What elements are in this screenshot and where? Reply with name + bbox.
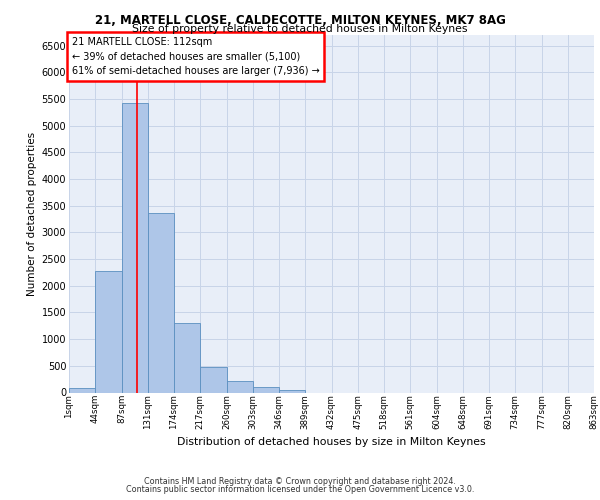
Bar — [279, 390, 305, 392]
Bar — [200, 367, 227, 392]
Bar — [69, 388, 95, 392]
Bar — [148, 212, 174, 392]
Bar — [253, 388, 279, 392]
Bar — [174, 323, 200, 392]
Bar — [95, 271, 121, 392]
Bar — [121, 103, 148, 393]
Text: Size of property relative to detached houses in Milton Keynes: Size of property relative to detached ho… — [132, 24, 468, 34]
Text: Contains public sector information licensed under the Open Government Licence v3: Contains public sector information licen… — [126, 485, 474, 494]
Text: 21 MARTELL CLOSE: 112sqm
← 39% of detached houses are smaller (5,100)
61% of sem: 21 MARTELL CLOSE: 112sqm ← 39% of detach… — [71, 37, 319, 76]
Text: 21, MARTELL CLOSE, CALDECOTTE, MILTON KEYNES, MK7 8AG: 21, MARTELL CLOSE, CALDECOTTE, MILTON KE… — [95, 14, 505, 27]
Text: Contains HM Land Registry data © Crown copyright and database right 2024.: Contains HM Land Registry data © Crown c… — [144, 477, 456, 486]
X-axis label: Distribution of detached houses by size in Milton Keynes: Distribution of detached houses by size … — [177, 437, 486, 447]
Bar — [227, 382, 253, 392]
Y-axis label: Number of detached properties: Number of detached properties — [28, 132, 37, 296]
